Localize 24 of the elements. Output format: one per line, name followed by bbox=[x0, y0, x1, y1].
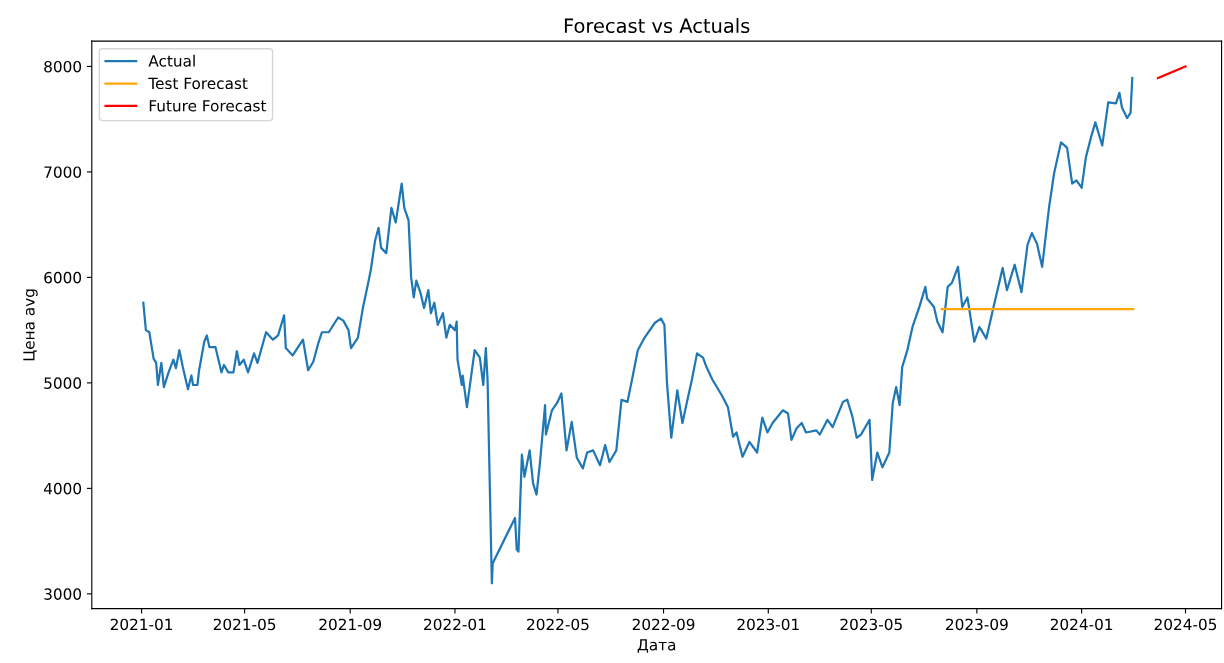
x-tick-label: 2024-05 bbox=[1154, 618, 1217, 631]
chart-title: Forecast vs Actuals bbox=[564, 18, 750, 34]
x-tick-label: 2021-09 bbox=[319, 618, 382, 631]
y-tick-label: 6000 bbox=[44, 271, 82, 284]
y-tick-label: 8000 bbox=[44, 60, 82, 73]
legend-label: Actual bbox=[148, 54, 195, 67]
y-tick-label: 4000 bbox=[43, 482, 82, 495]
y-axis-title: Цена avg bbox=[23, 289, 38, 361]
x-tick-label: 2022-05 bbox=[527, 618, 589, 631]
x-tick-label: 2021-05 bbox=[213, 618, 276, 631]
x-axis-title: Дата bbox=[637, 639, 676, 653]
x-tick-label: 2023-05 bbox=[840, 618, 902, 631]
x-tick-label: 2023-09 bbox=[946, 618, 1008, 631]
x-tick-label: 2022-09 bbox=[632, 618, 695, 631]
y-tick-label: 3000 bbox=[44, 588, 82, 600]
x-tick-label: 2024-01 bbox=[1050, 618, 1113, 631]
x-tick-label: 2022-01 bbox=[424, 618, 486, 631]
y-tick-label: 5000 bbox=[44, 377, 82, 389]
legend-label: Future Forecast bbox=[149, 100, 267, 112]
line-series bbox=[142, 76, 1134, 585]
x-tick-label: 2023-01 bbox=[737, 618, 799, 631]
legend-label: Test Forecast bbox=[148, 77, 248, 90]
x-tick-label: 2021-01 bbox=[110, 618, 173, 631]
y-tick-label: 7000 bbox=[44, 166, 82, 178]
